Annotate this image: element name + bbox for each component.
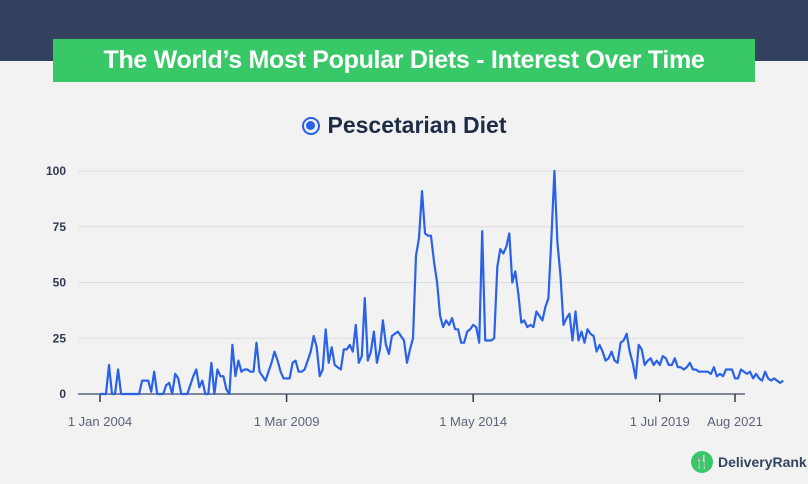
y-tick-label: 25 [53,331,67,345]
chart-title: The World’s Most Popular Diets - Interes… [103,46,705,74]
x-tick-label: 1 Mar 2009 [254,414,320,429]
series-line-pescetarian [100,169,784,396]
legend-radio-icon[interactable] [301,116,320,135]
y-tick-label: 50 [53,276,67,290]
title-banner: The World’s Most Popular Diets - Interes… [53,39,755,82]
x-tick-label: 1 Jul 2019 [630,414,690,429]
y-tick-label: 0 [59,387,66,401]
y-tick-label: 75 [53,220,67,234]
deliveryrank-logo: 🍴 DeliveryRank [691,451,807,473]
logo-text: DeliveryRank [718,454,807,470]
legend-label: Pescetarian Diet [327,112,507,138]
x-tick-label: Aug 2021 [707,414,763,429]
x-tick-label: 1 May 2014 [439,414,507,429]
fork-spoon-icon: 🍴 [691,451,713,473]
x-tick-label: 1 Jan 2004 [68,414,132,429]
legend: Pescetarian Diet [0,112,808,139]
y-tick-label: 100 [46,164,66,178]
